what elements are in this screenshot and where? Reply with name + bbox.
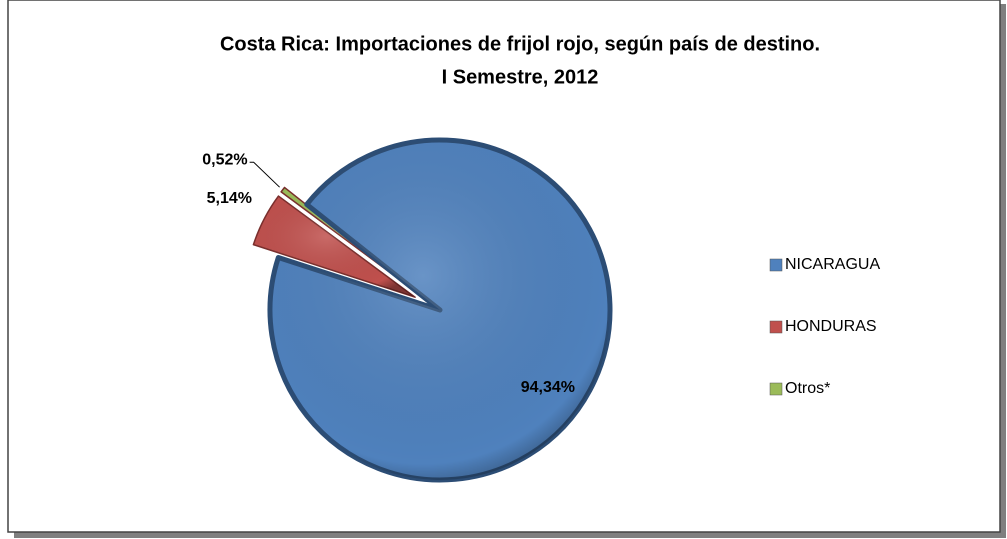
legend-swatch (769, 382, 783, 396)
legend-swatch (769, 320, 783, 334)
legend-label: HONDURAS (785, 318, 877, 335)
value-label: 0,52% (202, 151, 247, 168)
chart-title: Costa Rica: Importaciones de frijol rojo… (220, 33, 820, 55)
legend-label: Otros* (785, 380, 830, 397)
chart-subtitle: I Semestre, 2012 (442, 66, 599, 88)
legend-swatch (769, 258, 783, 272)
legend-label: NICARAGUA (785, 256, 880, 273)
pie-slice (267, 137, 613, 483)
value-label: 5,14% (207, 190, 252, 207)
value-label: 94,34% (521, 379, 575, 396)
